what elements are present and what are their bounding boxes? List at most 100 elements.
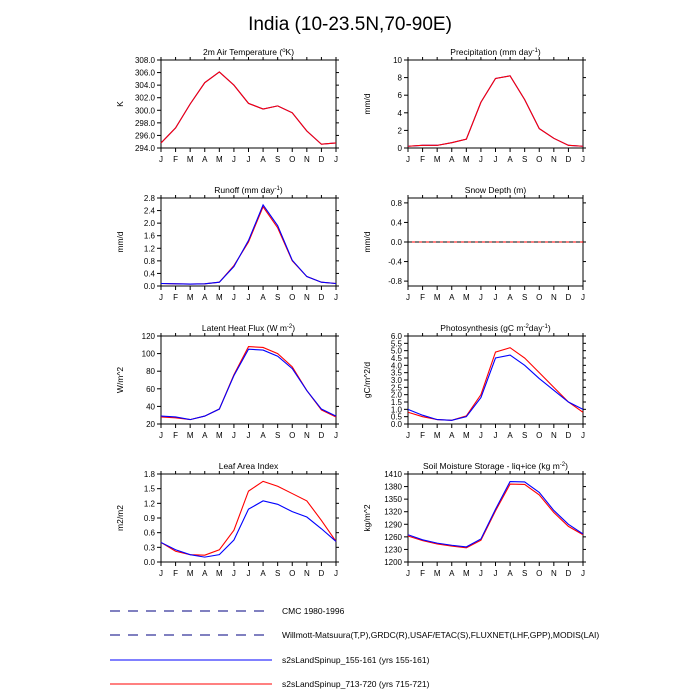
data-point	[204, 557, 205, 558]
data-point	[335, 415, 336, 416]
panel-5: Latent Heat Flux (W m-2) 20 40 60 80 100 120 J F…	[115, 323, 339, 440]
data-point	[407, 146, 408, 147]
x-tick-label: D	[566, 155, 572, 164]
x-tick-label: J	[494, 569, 498, 578]
y-tick-label: 1.5	[144, 485, 156, 494]
series-line-1	[160, 480, 337, 556]
data-point	[524, 481, 525, 482]
data-point	[582, 412, 583, 413]
data-point	[335, 541, 336, 542]
panel-grid: 2m Air Temperature (oK) 294.0 296.0 298.0 30…	[115, 47, 586, 578]
y-axis-label: kg/m^2	[362, 504, 372, 531]
y-tick-label: 0.5	[391, 413, 403, 422]
data-point	[277, 356, 278, 357]
data-point	[190, 554, 191, 555]
x-tick-label: S	[275, 155, 280, 164]
data-point	[437, 543, 438, 544]
x-tick-label: S	[275, 431, 280, 440]
panel-title: Latent Heat Flux (W m-2)	[202, 323, 295, 333]
x-tick-label: F	[173, 569, 178, 578]
plot-frame	[407, 335, 584, 425]
x-tick-label: M	[187, 293, 194, 302]
x-tick-label: F	[173, 155, 178, 164]
panel-title: Photosynthesis (gC m-2day-1)	[440, 323, 551, 333]
data-point	[219, 549, 220, 550]
x-tick-label: J	[159, 293, 163, 302]
data-point	[466, 546, 467, 547]
y-tick-label: 0.0	[144, 558, 156, 567]
data-point	[437, 241, 438, 242]
data-point	[204, 283, 205, 284]
data-point	[422, 539, 423, 540]
data-point	[422, 145, 423, 146]
x-tick-label: J	[334, 155, 338, 164]
y-tick-label: 2.0	[391, 391, 403, 400]
x-tick-label: J	[494, 155, 498, 164]
data-point	[451, 241, 452, 242]
x-tick-label: J	[334, 431, 338, 440]
y-tick-label: 8	[398, 74, 403, 83]
data-point	[175, 127, 176, 128]
data-point	[219, 71, 220, 72]
x-tick-label: M	[216, 569, 223, 578]
plot-frame	[160, 59, 337, 149]
x-tick-label: M	[463, 431, 470, 440]
series-line-1	[160, 205, 337, 285]
x-tick-label: A	[507, 431, 513, 440]
x-tick-label: A	[202, 293, 208, 302]
data-point	[175, 283, 176, 284]
x-tick-label: M	[216, 293, 223, 302]
x-tick-label: D	[319, 569, 325, 578]
data-point	[568, 241, 569, 242]
y-tick-label: 0.3	[144, 543, 156, 552]
y-tick-label: 5.0	[391, 347, 403, 356]
x-tick-label: A	[449, 431, 455, 440]
legend-label-4: s2sLandSpinup_713-720 (yrs 715-721)	[282, 679, 430, 689]
panel-title: Precipitation (mm day-1)	[450, 47, 541, 57]
series-line-2	[407, 480, 584, 548]
x-tick-label: J	[247, 293, 251, 302]
data-point	[248, 349, 249, 350]
data-point	[407, 535, 408, 536]
data-point	[175, 416, 176, 417]
x-tick-label: A	[449, 293, 455, 302]
data-point	[321, 408, 322, 409]
x-tick-label: M	[434, 155, 441, 164]
x-tick-label: M	[463, 155, 470, 164]
data-point	[321, 282, 322, 283]
data-point	[539, 492, 540, 493]
y-tick-label: 1.6	[144, 232, 156, 241]
y-axis-label: mm/d	[362, 93, 372, 115]
x-tick-label: M	[434, 569, 441, 578]
data-point	[262, 500, 263, 501]
x-tick-label: J	[581, 569, 585, 578]
y-axis-label: m2/m2	[115, 505, 125, 531]
data-point	[335, 283, 336, 284]
y-tick-label: 1200	[384, 558, 402, 567]
data-point	[568, 526, 569, 527]
data-point	[292, 112, 293, 113]
x-tick-label: O	[289, 569, 295, 578]
y-axis-label: mm/d	[362, 231, 372, 253]
x-tick-label: A	[260, 569, 266, 578]
data-point	[160, 542, 161, 543]
data-point	[582, 409, 583, 410]
data-point	[539, 241, 540, 242]
y-tick-label: 306.0	[135, 69, 156, 78]
data-point	[524, 357, 525, 358]
data-point	[248, 346, 249, 347]
series-line-2	[407, 354, 584, 421]
data-point	[407, 534, 408, 535]
x-tick-label: A	[260, 431, 266, 440]
x-tick-label: J	[159, 155, 163, 164]
page-title: India (10-23.5N,70-90E)	[248, 14, 452, 35]
x-tick-label: A	[449, 569, 455, 578]
data-point	[509, 481, 510, 482]
y-tick-label: 20	[146, 420, 155, 429]
series-line-2	[160, 203, 337, 285]
data-point	[568, 401, 569, 402]
x-tick-label: O	[536, 431, 542, 440]
panel-title: Leaf Area Index	[219, 461, 279, 471]
data-point	[539, 494, 540, 495]
x-tick-label: O	[289, 293, 295, 302]
